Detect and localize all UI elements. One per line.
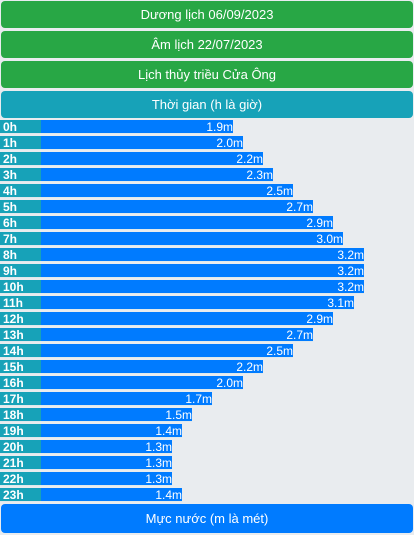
- hour-label: 23h: [0, 488, 41, 502]
- tide-row-11h: 11h 3.1m: [0, 296, 414, 310]
- water-level-bar: 1.3m: [41, 440, 172, 454]
- tide-row-5h: 5h 2.7m: [0, 200, 414, 214]
- hour-label: 17h: [0, 392, 41, 406]
- solar-date-header: Dương lịch 06/09/2023: [1, 1, 413, 28]
- page-title: Lịch thủy triều Cửa Ông: [1, 61, 413, 88]
- tide-row-0h: 0h 1.9m: [0, 120, 414, 134]
- tide-row-21h: 21h 1.3m: [0, 456, 414, 470]
- tide-row-20h: 20h 1.3m: [0, 440, 414, 454]
- water-level-bar: 2.3m: [41, 168, 273, 182]
- water-level-bar: 1.4m: [41, 424, 182, 438]
- water-level-bar: 3.0m: [41, 232, 343, 246]
- water-level-bar: 1.4m: [41, 488, 182, 502]
- water-level-bar: 3.2m: [41, 280, 364, 294]
- hour-label: 3h: [0, 168, 41, 182]
- water-level-bar: 2.2m: [41, 360, 263, 374]
- tide-row-16h: 16h 2.0m: [0, 376, 414, 390]
- water-level-bar: 1.5m: [41, 408, 192, 422]
- water-level-bar: 1.9m: [41, 120, 233, 134]
- hour-label: 5h: [0, 200, 41, 214]
- hour-label: 11h: [0, 296, 41, 310]
- water-level-bar: 3.2m: [41, 248, 364, 262]
- water-level-bar: 1.7m: [41, 392, 212, 406]
- hour-label: 4h: [0, 184, 41, 198]
- water-level-bar: 2.0m: [41, 136, 243, 150]
- hour-label: 9h: [0, 264, 41, 278]
- hour-label: 8h: [0, 248, 41, 262]
- hour-label: 12h: [0, 312, 41, 326]
- hour-label: 6h: [0, 216, 41, 230]
- tide-row-4h: 4h 2.5m: [0, 184, 414, 198]
- water-level-bar: 2.0m: [41, 376, 243, 390]
- tide-row-7h: 7h 3.0m: [0, 232, 414, 246]
- tide-row-15h: 15h 2.2m: [0, 360, 414, 374]
- hour-label: 10h: [0, 280, 41, 294]
- hour-label: 22h: [0, 472, 41, 486]
- water-level-bar: 2.7m: [41, 328, 313, 342]
- tide-row-12h: 12h 2.9m: [0, 312, 414, 326]
- tide-row-8h: 8h 3.2m: [0, 248, 414, 262]
- tide-row-18h: 18h 1.5m: [0, 408, 414, 422]
- tide-row-23h: 23h 1.4m: [0, 488, 414, 502]
- hour-label: 13h: [0, 328, 41, 342]
- hour-label: 20h: [0, 440, 41, 454]
- water-level-bar: 2.5m: [41, 184, 293, 198]
- water-level-bar: 3.1m: [41, 296, 354, 310]
- water-level-bar: 2.2m: [41, 152, 263, 166]
- water-level-footer: Mực nước (m là mét): [1, 504, 413, 533]
- hour-label: 1h: [0, 136, 41, 150]
- tide-row-19h: 19h 1.4m: [0, 424, 414, 438]
- water-level-bar: 2.9m: [41, 216, 333, 230]
- hour-label: 0h: [0, 120, 41, 134]
- hour-label: 15h: [0, 360, 41, 374]
- tide-row-17h: 17h 1.7m: [0, 392, 414, 406]
- water-level-bar: 2.7m: [41, 200, 313, 214]
- lunar-date-header: Âm lịch 22/07/2023: [1, 31, 413, 58]
- water-level-bar: 1.3m: [41, 472, 172, 486]
- tide-row-9h: 9h 3.2m: [0, 264, 414, 278]
- tide-row-6h: 6h 2.9m: [0, 216, 414, 230]
- tide-row-2h: 2h 2.2m: [0, 152, 414, 166]
- tide-row-3h: 3h 2.3m: [0, 168, 414, 182]
- tide-row-10h: 10h 3.2m: [0, 280, 414, 294]
- time-column-header: Thời gian (h là giờ): [1, 91, 413, 118]
- hour-label: 18h: [0, 408, 41, 422]
- hour-label: 2h: [0, 152, 41, 166]
- tide-row-22h: 22h 1.3m: [0, 472, 414, 486]
- hour-label: 16h: [0, 376, 41, 390]
- hour-label: 14h: [0, 344, 41, 358]
- water-level-bar: 2.5m: [41, 344, 293, 358]
- tide-row-1h: 1h 2.0m: [0, 136, 414, 150]
- water-level-bar: 3.2m: [41, 264, 364, 278]
- tide-row-14h: 14h 2.5m: [0, 344, 414, 358]
- hour-label: 7h: [0, 232, 41, 246]
- tide-row-13h: 13h 2.7m: [0, 328, 414, 342]
- water-level-bar: 1.3m: [41, 456, 172, 470]
- hour-label: 21h: [0, 456, 41, 470]
- water-level-bar: 2.9m: [41, 312, 333, 326]
- hour-label: 19h: [0, 424, 41, 438]
